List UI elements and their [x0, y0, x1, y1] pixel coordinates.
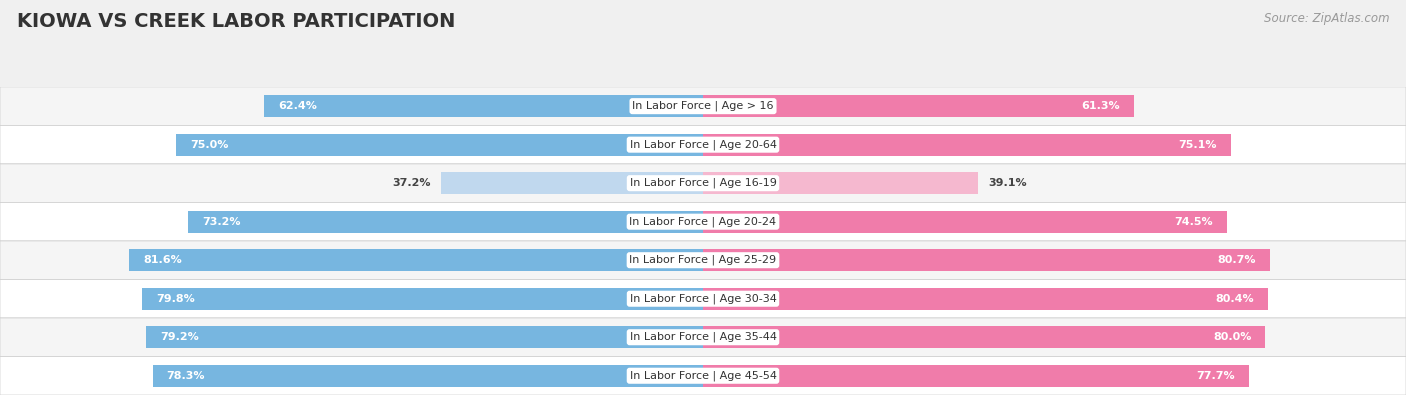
FancyBboxPatch shape [0, 241, 1406, 280]
Bar [176, 134, 703, 156]
Bar [703, 288, 1268, 310]
Text: 80.7%: 80.7% [1218, 255, 1257, 265]
Text: 81.6%: 81.6% [143, 255, 183, 265]
Bar [188, 211, 703, 233]
FancyBboxPatch shape [0, 87, 1406, 125]
Text: 79.2%: 79.2% [160, 332, 200, 342]
Bar [703, 326, 1265, 348]
Text: In Labor Force | Age 20-24: In Labor Force | Age 20-24 [630, 216, 776, 227]
Text: 80.0%: 80.0% [1213, 332, 1251, 342]
Bar [129, 249, 703, 271]
FancyBboxPatch shape [0, 356, 1406, 395]
Text: 61.3%: 61.3% [1081, 101, 1119, 111]
Text: In Labor Force | Age > 16: In Labor Force | Age > 16 [633, 101, 773, 111]
FancyBboxPatch shape [0, 164, 1406, 202]
Bar [703, 249, 1271, 271]
Bar [153, 365, 703, 387]
Text: 62.4%: 62.4% [278, 101, 318, 111]
Text: In Labor Force | Age 35-44: In Labor Force | Age 35-44 [630, 332, 776, 342]
Text: 75.0%: 75.0% [190, 140, 228, 150]
Text: In Labor Force | Age 25-29: In Labor Force | Age 25-29 [630, 255, 776, 265]
Bar [441, 172, 703, 194]
Text: 37.2%: 37.2% [392, 178, 430, 188]
FancyBboxPatch shape [0, 280, 1406, 318]
FancyBboxPatch shape [0, 125, 1406, 164]
Text: 39.1%: 39.1% [988, 178, 1026, 188]
Bar [703, 365, 1250, 387]
FancyBboxPatch shape [0, 318, 1406, 356]
Bar [142, 288, 703, 310]
Text: 78.3%: 78.3% [166, 371, 205, 381]
Bar [703, 211, 1227, 233]
Text: In Labor Force | Age 45-54: In Labor Force | Age 45-54 [630, 371, 776, 381]
Text: In Labor Force | Age 16-19: In Labor Force | Age 16-19 [630, 178, 776, 188]
Text: 74.5%: 74.5% [1174, 217, 1212, 227]
Text: KIOWA VS CREEK LABOR PARTICIPATION: KIOWA VS CREEK LABOR PARTICIPATION [17, 12, 456, 31]
Text: In Labor Force | Age 30-34: In Labor Force | Age 30-34 [630, 293, 776, 304]
Text: In Labor Force | Age 20-64: In Labor Force | Age 20-64 [630, 139, 776, 150]
Text: 79.8%: 79.8% [156, 294, 195, 304]
Bar [703, 134, 1232, 156]
Bar [146, 326, 703, 348]
FancyBboxPatch shape [0, 202, 1406, 241]
Text: 73.2%: 73.2% [202, 217, 240, 227]
Text: 75.1%: 75.1% [1178, 140, 1218, 150]
Text: Source: ZipAtlas.com: Source: ZipAtlas.com [1264, 12, 1389, 25]
Text: 77.7%: 77.7% [1197, 371, 1236, 381]
Bar [264, 95, 703, 117]
Text: 80.4%: 80.4% [1216, 294, 1254, 304]
Bar [703, 172, 979, 194]
Bar [703, 95, 1135, 117]
